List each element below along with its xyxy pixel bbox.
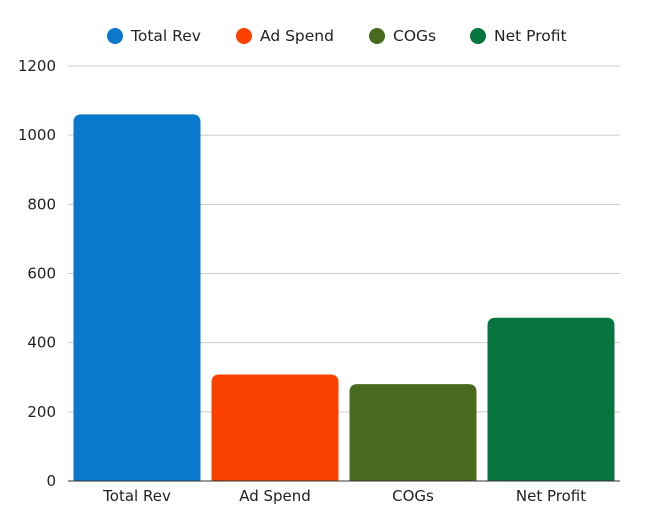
y-tick-label: 600 bbox=[27, 265, 56, 283]
legend-label-total-rev: Total Rev bbox=[130, 27, 201, 45]
y-tick-label: 200 bbox=[27, 403, 56, 421]
x-axis: Total Rev Ad Spend COGs Net Profit bbox=[68, 480, 620, 505]
bar-ad-spend bbox=[211, 374, 339, 481]
bar-net-profit bbox=[487, 317, 615, 481]
y-tick-label: 800 bbox=[27, 195, 56, 213]
legend-label-ad-spend: Ad Spend bbox=[260, 27, 334, 45]
x-tick-label-ad-spend: Ad Spend bbox=[239, 487, 311, 505]
legend: Total Rev Ad Spend COGs Net Profit bbox=[107, 27, 567, 45]
y-tick-label: 400 bbox=[27, 334, 56, 352]
legend-item-cogs[interactable]: COGs bbox=[369, 27, 436, 45]
legend-marker-cogs bbox=[369, 28, 385, 44]
x-tick-label-cogs: COGs bbox=[392, 487, 434, 505]
bar-cogs bbox=[349, 384, 477, 481]
legend-marker-ad-spend bbox=[236, 28, 252, 44]
legend-item-net-profit[interactable]: Net Profit bbox=[470, 27, 567, 45]
bars bbox=[73, 114, 615, 482]
legend-label-net-profit: Net Profit bbox=[494, 27, 567, 45]
x-tick-label-net-profit: Net Profit bbox=[516, 487, 586, 505]
legend-label-cogs: COGs bbox=[393, 27, 436, 45]
legend-item-ad-spend[interactable]: Ad Spend bbox=[236, 27, 334, 45]
y-axis: 0 200 400 600 800 1000 1200 bbox=[18, 57, 56, 490]
bar-total-rev bbox=[73, 114, 201, 482]
legend-marker-total-rev bbox=[107, 28, 123, 44]
legend-marker-net-profit bbox=[470, 28, 486, 44]
y-tick-label: 1000 bbox=[18, 126, 56, 144]
legend-item-total-rev[interactable]: Total Rev bbox=[107, 27, 201, 45]
x-tick-label-total-rev: Total Rev bbox=[102, 487, 171, 505]
y-tick-label: 1200 bbox=[18, 57, 56, 75]
y-tick-label: 0 bbox=[46, 472, 56, 490]
